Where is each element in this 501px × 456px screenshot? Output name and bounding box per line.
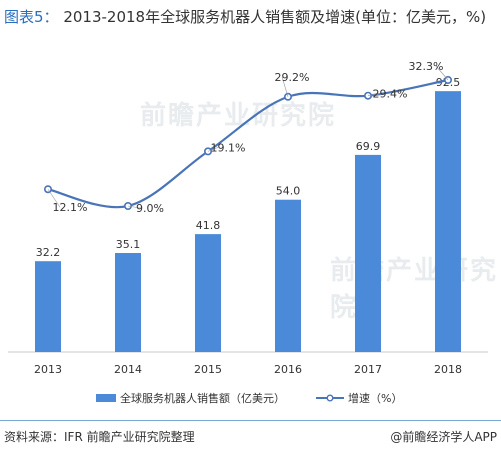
growth-label-2015: 19.1% xyxy=(211,141,246,154)
x-tick-label-2016: 2016 xyxy=(274,363,302,376)
growth-leader-2017 xyxy=(367,93,381,96)
legend-label-bar: 全球服务机器人销售额（亿美元） xyxy=(120,391,285,405)
growth-label-2013: 12.1% xyxy=(53,201,88,214)
x-tick-label-2015: 2015 xyxy=(194,363,222,376)
bar-2017 xyxy=(355,154,381,352)
chart-title-label: 图表5： xyxy=(4,8,59,26)
x-tick-label-2018: 2018 xyxy=(434,363,462,376)
growth-leader-2018 xyxy=(435,65,449,81)
bar-label-2017: 69.9 xyxy=(356,140,381,153)
x-tick-label-2017: 2017 xyxy=(354,363,382,376)
app-logo: @前瞻经济学人APP xyxy=(390,430,497,444)
growth-label-2017: 29.4% xyxy=(373,88,408,101)
bar-2013 xyxy=(35,261,61,352)
growth-label-2014: 9.0% xyxy=(136,202,164,215)
bar-2018 xyxy=(435,91,461,353)
growth-label-2018: 32.3% xyxy=(409,60,444,73)
legend-swatch-bar xyxy=(96,394,116,402)
footer-divider xyxy=(0,420,501,421)
chart-title-text: 2013-2018年全球服务机器人销售额及增速(单位：亿美元，%) xyxy=(63,8,487,26)
x-tick-label-2014: 2014 xyxy=(114,363,142,376)
growth-line xyxy=(47,78,449,209)
growth-label-2016: 29.2% xyxy=(275,71,310,84)
growth-leader-2014 xyxy=(127,205,141,209)
chart-area: 32.2 2013 35.1 2014 41.8 2015 54.0 2016 69.9 2017… xyxy=(8,60,488,405)
bar-2015 xyxy=(195,234,221,352)
bar-label-2015: 41.8 xyxy=(196,219,221,232)
growth-leader-2013 xyxy=(47,189,61,208)
growth-leader-2015 xyxy=(207,147,219,152)
bar-label-2014: 35.1 xyxy=(116,238,141,251)
bar-label-2016: 54.0 xyxy=(276,185,301,198)
bar-label-2013: 32.2 xyxy=(36,246,61,259)
legend-label-line: 增速（%） xyxy=(348,391,402,405)
source-note: 资料来源：IFR 前瞻产业研究院整理 xyxy=(4,430,195,444)
chart-title: 图表5： 2013-2018年全球服务机器人销售额及增速(单位：亿美元，%) xyxy=(4,6,496,28)
x-tick-label-2013: 2013 xyxy=(34,363,62,376)
legend-swatch-marker xyxy=(326,394,334,402)
growth-leader-2016 xyxy=(281,76,289,97)
bar-2014 xyxy=(115,253,141,352)
growth-point-2015 xyxy=(204,147,213,156)
bar-2016 xyxy=(275,199,301,352)
